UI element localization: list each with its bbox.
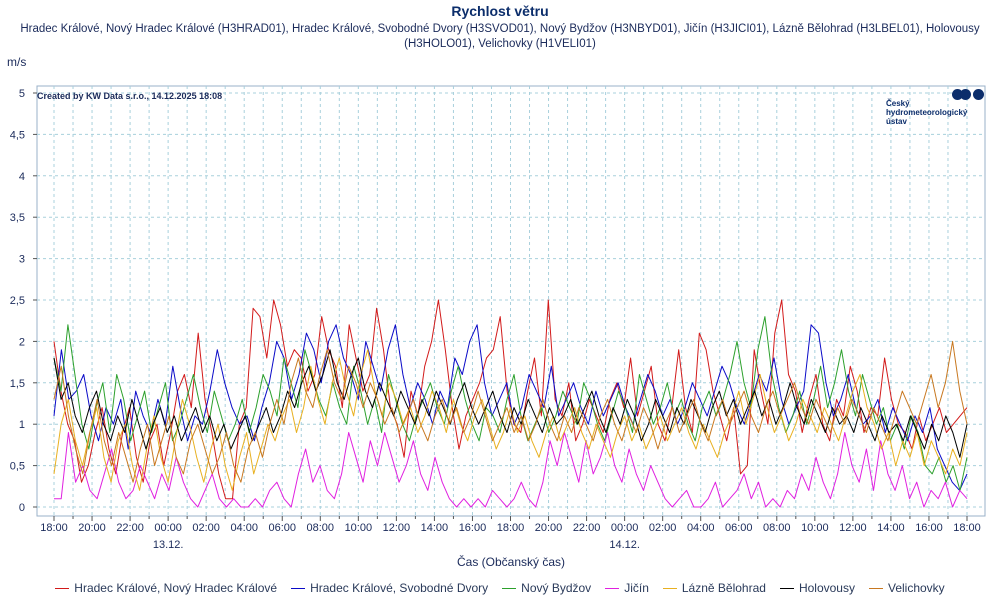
legend-swatch [868,587,883,589]
series-line-7 [53,340,968,483]
legend-swatch [662,587,677,589]
legend-item[interactable]: Lázně Bělohrad [662,581,766,595]
x-tick-label: 16:00 [915,522,943,534]
y-tick-label: 3,5 [10,212,25,224]
x-tick-label: 14:00 [421,522,449,534]
x-tick-label: 08:00 [763,522,791,534]
legend-item[interactable]: Holovousy [779,581,855,595]
legend-label: Velichovky [887,581,945,595]
series-layer [53,299,968,508]
grid [36,85,986,517]
legend-item[interactable]: Hradec Králové, Nový Hradec Králové [55,581,277,595]
y-tick-label: 3 [19,254,25,266]
y-axis-label: m/s [7,55,26,69]
legend-item[interactable]: Hradec Králové, Svobodné Dvory [291,581,488,595]
series-line-4 [54,432,968,508]
y-tick-label: 2 [19,336,25,348]
logo-line-2: hydrometeorologický [886,108,968,117]
x-tick-label: 22:00 [573,522,601,534]
y-tick-label: 1,5 [10,378,25,390]
legend-label: Jičín [624,581,649,595]
chart-title: Rychlost větru [451,3,549,19]
logo-line-1: Český [886,99,910,108]
axes: 0 0,5 1 1,5 2 2,5 3 3,5 4 4,5 5 18:00 20:00 22:00 00:0… [10,88,981,551]
x-tick-label: 18:00 [40,522,68,534]
legend-label: Holovousy [798,581,855,595]
legend-label: Nový Bydžov [521,581,592,595]
y-tick-label: 4,5 [10,129,25,141]
logo-line-3: ústav [886,117,907,126]
x-tick-label: 04:00 [687,522,715,534]
y-tick-label: 0 [19,502,25,514]
x-tick-label: 10:00 [345,522,373,534]
series-line-2 [53,324,968,491]
legend-label: Hradec Králové, Nový Hradec Králové [74,581,278,595]
date-label: 13.12. [153,539,184,551]
x-tick-label: 08:00 [307,522,335,534]
x-tick-label: 20:00 [535,522,563,534]
chart-subtitle: Hradec Králové, Nový Hradec Králové (H3H… [20,23,980,50]
x-tick-label: 20:00 [78,522,106,534]
logo-mark [952,89,986,101]
y-tick-label: 1 [19,419,25,431]
y-tick-label: 5 [19,88,25,100]
y-tick-label: 4 [19,171,25,183]
series-line-5 [53,349,968,491]
logo-text: Český hydrometeorologický ústav [886,99,967,126]
x-tick-label: 00:00 [154,522,182,534]
x-tick-label: 22:00 [116,522,144,534]
legend-label: Hradec Králové, Svobodné Dvory [310,581,489,595]
x-tick-label: 10:00 [801,522,829,534]
legend-item[interactable]: Jičín [605,581,649,595]
y-tick-label: 2,5 [10,295,25,307]
plot-frame [36,85,986,517]
credit-text: Created by KW Data s.r.o., 14.12.2025 18… [37,91,222,101]
x-tick-label: 04:00 [230,522,258,534]
legend-item[interactable]: Velichovky [868,581,945,595]
x-tick-label: 06:00 [725,522,753,534]
x-tick-label: 18:00 [953,522,981,534]
x-tick-label: 14:00 [877,522,905,534]
x-tick-label: 02:00 [649,522,677,534]
x-tick-label: 00:00 [611,522,639,534]
x-axis-label: Čas (Občanský čas) [457,554,565,569]
x-tick-label: 12:00 [839,522,867,534]
x-tick-label: 12:00 [383,522,411,534]
legend-swatch [779,587,794,589]
legend-swatch [502,587,517,589]
x-tick-label: 18:00 [497,522,525,534]
series-line-3 [53,316,968,491]
x-tick-label: 06:00 [268,522,296,534]
legend-swatch [605,587,620,589]
legend-item[interactable]: Nový Bydžov [502,581,591,595]
legend-swatch [291,587,306,589]
x-tick-label: 16:00 [459,522,487,534]
legend: Hradec Králové, Nový Hradec Králové Hrade… [0,580,1000,596]
y-tick-label: 0,5 [10,461,25,473]
date-label: 14.12. [609,539,640,551]
x-tick-label: 02:00 [192,522,220,534]
legend-swatch [55,587,70,589]
legend-label: Lázně Bělohrad [681,581,766,595]
